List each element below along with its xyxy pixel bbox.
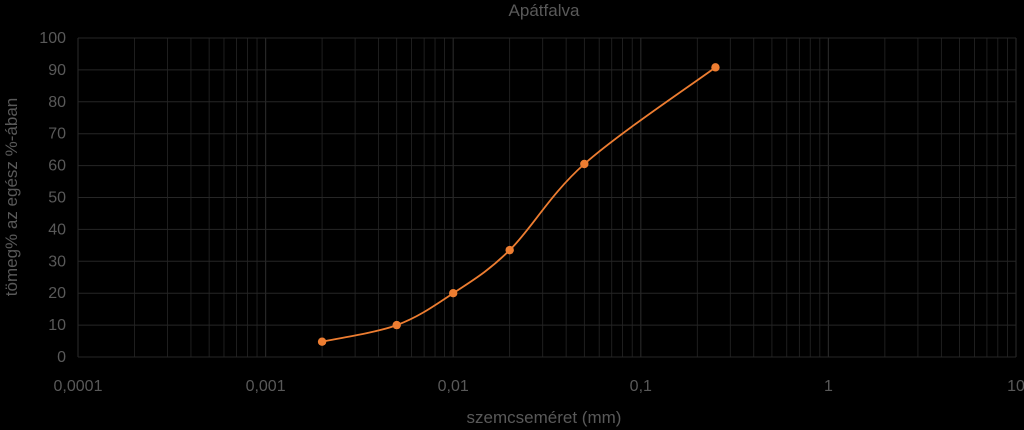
y-tick-label: 20 [48, 285, 66, 302]
x-tick-label: 0,001 [246, 378, 286, 395]
y-tick-label: 50 [48, 190, 66, 207]
x-tick-label: 0,1 [630, 378, 652, 395]
series-layer [317, 63, 720, 346]
x-tick-label: 0,0001 [54, 378, 103, 395]
data-point [317, 337, 327, 346]
grid-lines [77, 37, 1017, 358]
y-tick-label: 90 [48, 62, 66, 79]
y-tick-label: 80 [48, 94, 66, 111]
y-tick-label: 0 [57, 349, 66, 366]
y-tick-labels: 0 10 20 30 40 50 60 70 80 90 100 [39, 30, 66, 366]
y-tick-label: 40 [48, 221, 66, 238]
data-point [505, 245, 514, 255]
series-line [321, 66, 716, 343]
data-point [392, 320, 401, 330]
y-tick-label: 100 [39, 30, 66, 47]
y-tick-label: 10 [48, 317, 66, 334]
data-point [711, 63, 720, 72]
x-tick-label: 0,01 [438, 378, 469, 395]
x-axis-title: szemcseméret (mm) [467, 408, 622, 427]
y-tick-label: 30 [48, 253, 66, 270]
x-tick-labels: 0,0001 0,001 0,01 0,1 1 10 [54, 378, 1024, 395]
data-point [449, 289, 458, 298]
x-tick-label: 10 [1007, 378, 1024, 395]
y-tick-label: 60 [48, 158, 66, 175]
data-point [580, 159, 589, 169]
chart-title: Apátfalva [509, 1, 580, 20]
x-tick-label: 1 [824, 378, 833, 395]
y-axis-title: tömeg% az egész %-ában [2, 98, 21, 296]
y-tick-label: 70 [48, 126, 66, 143]
